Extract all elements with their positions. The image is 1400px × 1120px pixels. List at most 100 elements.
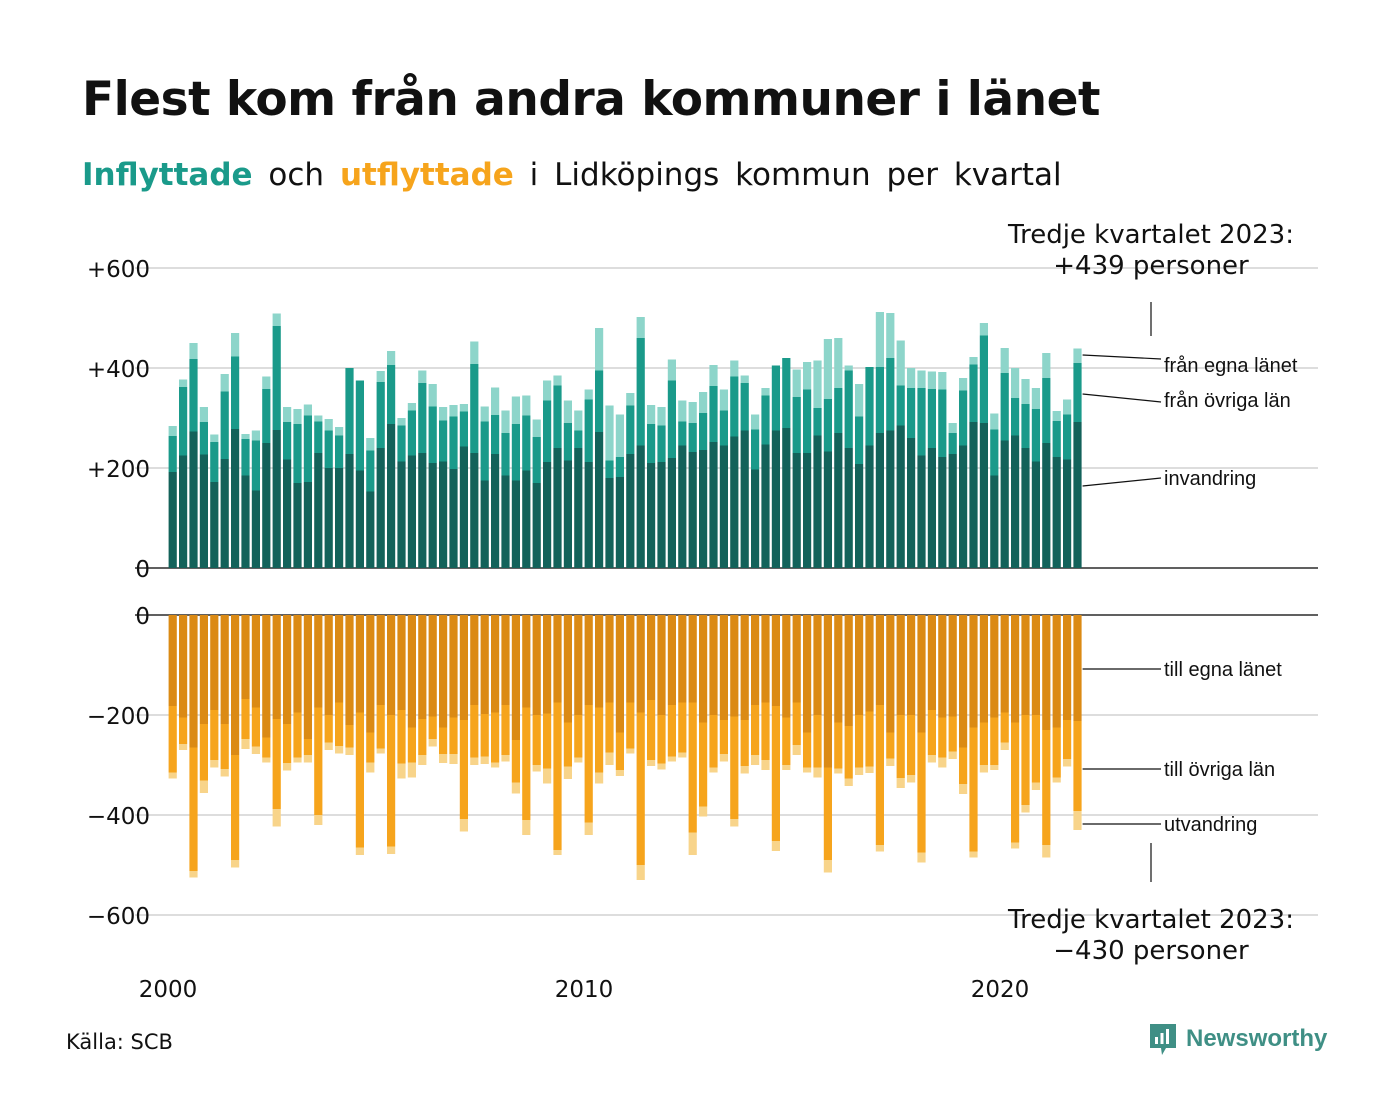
x-tick-label: 2000	[139, 977, 198, 1003]
inflow-bar-segment	[761, 388, 770, 396]
inflow-bar-segment	[875, 367, 884, 433]
outflow-bar-segment	[179, 717, 188, 744]
inflow-bar-segment	[667, 380, 676, 458]
outflow-bar-segment	[324, 715, 333, 743]
bottom-y-tick-label: −400	[87, 804, 150, 830]
inflow-bar-segment	[917, 388, 926, 456]
inflow-bar-segment	[657, 425, 666, 462]
outflow-bar-segment	[168, 615, 177, 706]
inflow-bar-segment	[179, 455, 188, 568]
inflow-bar-segment	[428, 406, 437, 463]
outflow-bar-segment	[636, 615, 645, 713]
outflow-bar-segment	[262, 757, 271, 763]
inflow-bar-segment	[771, 365, 780, 431]
outflow-bar-segment	[199, 780, 208, 793]
outflow-bar-segment	[688, 832, 697, 855]
top-y-tick-label: 0	[135, 557, 150, 583]
inflow-bar-segment	[439, 461, 448, 568]
inflow-bar-segment	[615, 414, 624, 457]
inflow-bar-segment	[584, 389, 593, 400]
inflow-bar-segment	[730, 376, 739, 437]
outflow-bar-segment	[1000, 712, 1009, 743]
inflow-bar-segment	[959, 378, 968, 391]
outflow-bar-segment	[605, 702, 614, 753]
annotations: Tredje kvartalet 2023:+439 personerTredj…	[1007, 220, 1294, 966]
inflow-bar-segment	[709, 442, 718, 568]
inflow-bar-segment	[303, 482, 312, 568]
inflow-bar-segment	[335, 427, 344, 436]
outflow-bar-segment	[907, 715, 916, 775]
outflow-bar-segment	[491, 762, 500, 768]
inflow-bar-segment	[605, 478, 614, 568]
outflow-bar-segment	[366, 732, 375, 763]
inflow-bar-segment	[387, 351, 396, 365]
outflow-bar-segment	[626, 702, 635, 749]
outflow-bar-segment	[719, 754, 728, 762]
inflow-bar-segment	[834, 338, 843, 388]
label-leader-line	[1082, 393, 1162, 403]
outflow-bar-segment	[948, 615, 957, 717]
outflow-bar-segment	[647, 700, 656, 760]
inflow-bar-segment	[324, 419, 333, 431]
outflow-bar-segment	[1042, 730, 1051, 845]
outflow-bar-segment	[688, 615, 697, 703]
outflow-bar-segment	[855, 615, 864, 715]
inflow-bar-segment	[324, 468, 333, 568]
outflow-bar-segment	[761, 760, 770, 770]
outflow-bar-segment	[251, 746, 260, 754]
outflow-bar-segment	[376, 705, 385, 749]
outflow-bar-segment	[917, 852, 926, 863]
outflow-bar-segment	[1011, 615, 1020, 723]
outflow-bar-segment	[969, 851, 978, 858]
outflow-bar-segment	[574, 757, 583, 763]
outflow-bar-segment	[782, 765, 791, 770]
inflow-bar-segment	[251, 490, 260, 568]
outflow-bar-segment	[657, 615, 666, 715]
inflow-bar-segment	[990, 475, 999, 568]
outflow-bar-segment	[782, 717, 791, 765]
inflow-bar-segment	[376, 371, 385, 382]
outflow-bar-segment	[647, 615, 656, 700]
inflow-bar-segment	[803, 389, 812, 453]
inflow-bar-segment	[948, 423, 957, 433]
outflow-bar-segment	[522, 707, 531, 820]
inflow-bar-segment	[896, 385, 905, 426]
inflow-bar-segment	[678, 421, 687, 446]
outflow-bar-segment	[719, 615, 728, 720]
inflow-bar-segment	[886, 358, 895, 431]
bottom-series-label: utvandring	[1164, 814, 1257, 836]
inflow-bar-segment	[605, 460, 614, 478]
outflow-bar-segment	[834, 722, 843, 769]
outflow-bar-segment	[439, 615, 448, 728]
outflow-bar-segment	[491, 615, 500, 713]
inflow-bar-segment	[543, 380, 552, 401]
outflow-bar-segment	[1052, 615, 1061, 728]
inflow-bar-segment	[865, 445, 874, 568]
inflow-bar-segment	[1021, 448, 1030, 568]
outflow-bar-segment	[366, 615, 375, 733]
outflow-bar-segment	[730, 716, 739, 819]
outflow-bar-segment	[283, 724, 292, 763]
outflow-bar-segment	[272, 719, 281, 809]
outflow-bar-segment	[699, 722, 708, 807]
outflow-bar-segment	[480, 615, 489, 714]
outflow-bar-segment	[678, 752, 687, 758]
outflow-bar-segment	[428, 615, 437, 717]
outflow-bar-segment	[563, 722, 572, 767]
inflow-bar-segment	[636, 338, 645, 446]
inflow-bar-segment	[782, 428, 791, 568]
inflow-bar-segment	[210, 434, 219, 442]
outflow-bar-segment	[1073, 721, 1082, 811]
outflow-bar-segment	[1063, 759, 1072, 767]
inflow-bar-segment	[751, 429, 760, 470]
outflow-bar-segment	[220, 724, 229, 769]
inflow-bar-segment	[1011, 398, 1020, 436]
inflow-bar-segment	[813, 435, 822, 568]
inflow-bar-segment	[449, 405, 458, 417]
outflow-bar-segment	[1042, 615, 1051, 730]
inflow-bars	[168, 312, 1082, 568]
inflow-bar-segment	[283, 407, 292, 422]
outflow-bar-segment	[844, 615, 853, 726]
outflow-bar-segment	[418, 755, 427, 765]
inflow-bar-segment	[251, 430, 260, 441]
